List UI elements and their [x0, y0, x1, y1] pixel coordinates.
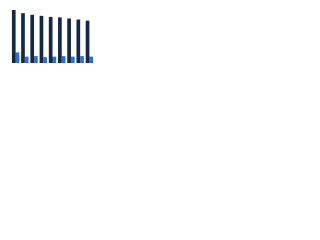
bar — [70, 56, 75, 63]
bar — [58, 17, 62, 64]
bar — [85, 20, 90, 64]
bar — [61, 56, 66, 63]
bar — [76, 19, 81, 63]
bar — [43, 57, 47, 63]
bar — [11, 10, 16, 63]
bar — [34, 56, 38, 63]
bar — [21, 13, 25, 63]
page: {"chart_data": {"type": "grouped-bar", "… — [0, 0, 320, 71]
bar — [67, 18, 71, 63]
bar — [30, 14, 35, 63]
bar — [48, 16, 53, 63]
bar — [80, 56, 84, 63]
bar — [15, 52, 20, 63]
bar — [52, 56, 57, 63]
bar — [24, 56, 29, 63]
chart — [11, 10, 94, 64]
bar — [39, 15, 44, 63]
bar — [89, 56, 94, 63]
